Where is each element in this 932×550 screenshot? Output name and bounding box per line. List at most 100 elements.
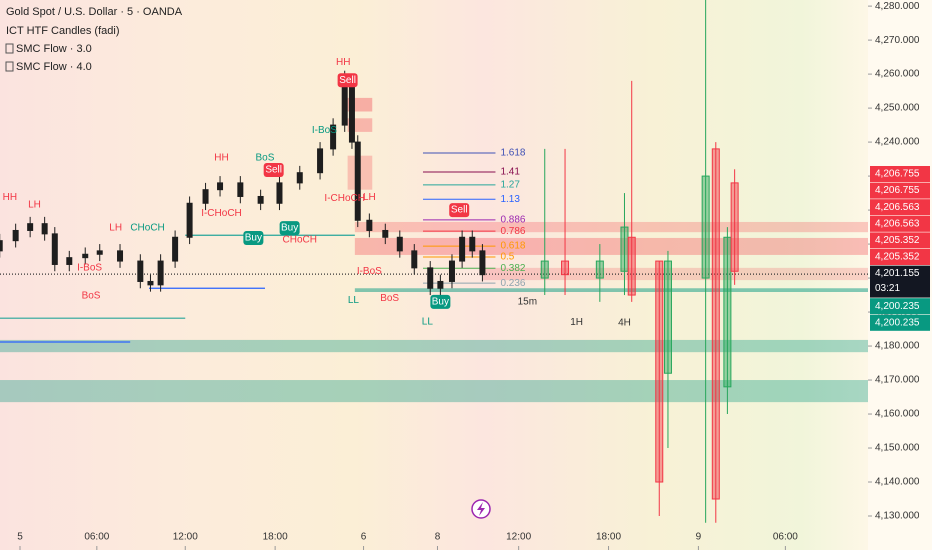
candle-body (348, 83, 355, 143)
candle-body (296, 172, 303, 184)
candle-body (711, 148, 720, 500)
price-label-bg (870, 166, 930, 182)
structure-label: LL (348, 295, 360, 306)
candle-body (396, 236, 403, 252)
candle-body (51, 233, 58, 265)
price-label-bg (870, 314, 930, 331)
zone (0, 339, 868, 353)
candle-body (341, 83, 348, 126)
price-label-bg (870, 232, 930, 249)
chart-title[interactable]: Gold Spot / U.S. Dollar · 5 · OANDA (6, 6, 183, 18)
structure-label: HH (336, 57, 350, 68)
structure-label: I-BoS (312, 125, 337, 136)
candle-body (411, 250, 418, 269)
indicator-label[interactable]: SMC Flow · 4.0 (16, 61, 92, 73)
candle-body (561, 260, 570, 276)
y-tick-label: 4,150.000 (875, 443, 920, 454)
price-label: 4,200.235 (875, 301, 920, 312)
price-label-bg (870, 265, 930, 298)
candle-body (723, 236, 732, 388)
structure-label: LH (28, 200, 41, 211)
fib-label: 0.5 (500, 252, 514, 263)
candle-body (448, 260, 455, 282)
price-label-bg (870, 298, 930, 315)
x-tick-label: 18:00 (263, 532, 288, 543)
signal-badge (243, 230, 264, 245)
candle-body (701, 175, 710, 279)
structure-label: HH (214, 153, 228, 164)
structure-label: I-CHoCH (201, 208, 242, 219)
signal-label: Sell (451, 205, 468, 216)
price-label: 4,206.563 (875, 202, 920, 213)
candle-body (157, 260, 164, 286)
structure-label: CHoCH (130, 223, 164, 234)
fib-label: 0.886 (500, 215, 525, 226)
fib-label: 1.13 (500, 194, 520, 205)
price-label-bg (870, 199, 930, 216)
zone (354, 221, 868, 233)
candle-body (41, 223, 48, 235)
plot: 5 06:00 12:00 18:00 6 8 12:00 18:00 9 06:00 1.618 1… (0, 0, 868, 550)
candle-body (479, 250, 486, 276)
y-tick-label: 4,270.000 (875, 35, 920, 46)
price-label: 4,206.755 (875, 169, 920, 180)
structure-label: HH (3, 192, 17, 203)
price-countdown: 03:21 (875, 283, 900, 294)
x-tick-label: 12:00 (506, 532, 531, 543)
zone (354, 288, 868, 292)
indicator-icon (5, 43, 14, 54)
x-tick-label: 5 (17, 532, 23, 543)
structure-label: LL (422, 317, 434, 328)
price-label: 4,200.235 (875, 317, 920, 328)
y-tick-label: 4,160.000 (875, 409, 920, 420)
y-tick-label: 4,130.000 (875, 511, 920, 522)
candle-body (459, 236, 466, 262)
candle-body (202, 189, 209, 204)
x-tick-label: 06:00 (773, 532, 798, 543)
y-tick-label: 4,180.000 (875, 341, 920, 352)
structure-label: 15m (518, 296, 537, 307)
y-tick-label: 4,250.000 (875, 103, 920, 114)
y-tick-label: 4,260.000 (875, 69, 920, 80)
candle-body (117, 250, 124, 262)
y-tick-label: 4,140.000 (875, 477, 920, 488)
x-tick-label: 06:00 (84, 532, 109, 543)
fib-label: 1.41 (500, 167, 520, 178)
signal-label: Sell (339, 75, 356, 86)
structure-label: BoS (256, 153, 275, 164)
price-label-bg (870, 182, 930, 199)
indicator-icon (5, 61, 14, 72)
price-label-bg (870, 215, 930, 232)
structure-label: LH (109, 223, 122, 234)
y-tick-label: 4,280.000 (875, 1, 920, 12)
candle-body (27, 223, 34, 231)
structure-label: I-BoS (77, 263, 102, 274)
structure-label: I-BoS (357, 266, 382, 277)
structure-label: 4H (618, 318, 631, 329)
price-label: 4,206.755 (875, 185, 920, 196)
structure-label: BoS (82, 291, 101, 302)
zone (0, 380, 868, 403)
indicator-label[interactable]: ICT HTF Candles (fadi) (6, 25, 120, 37)
candle-body (437, 280, 444, 289)
candle-body (0, 240, 3, 252)
signal-label: Buy (432, 296, 449, 307)
signal-badge (263, 162, 284, 177)
fib-label: 0.786 (500, 226, 525, 237)
candle-body (137, 260, 144, 282)
candle-body (595, 260, 604, 279)
candle-body (276, 182, 283, 204)
candle-body (317, 148, 324, 174)
candle-body (96, 250, 103, 255)
fib-label: 0.236 (500, 278, 525, 289)
indicator-label[interactable]: SMC Flow · 3.0 (16, 43, 92, 55)
candle-body (330, 124, 337, 150)
structure-label: LH (363, 192, 376, 203)
candle-body (217, 182, 224, 191)
structure-label: 1H (570, 317, 583, 328)
price-label: 4,206.563 (875, 218, 920, 229)
fib-label: 0.382 (500, 263, 525, 274)
candle-body (66, 257, 73, 265)
